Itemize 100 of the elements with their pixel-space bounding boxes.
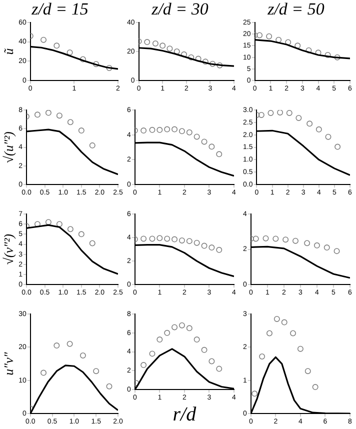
point (172, 126, 178, 132)
point (56, 221, 62, 228)
point (258, 112, 264, 118)
point (140, 362, 147, 368)
point (201, 242, 208, 249)
point (256, 32, 263, 38)
chart-title: z/d = 15 (30, 0, 88, 19)
point (78, 231, 84, 238)
point (80, 352, 86, 358)
point (312, 384, 318, 390)
point (314, 242, 320, 248)
point (208, 358, 215, 364)
point (156, 126, 163, 133)
point (164, 330, 170, 336)
point (274, 316, 280, 322)
point (144, 39, 150, 46)
point (172, 236, 178, 242)
point (166, 46, 173, 52)
point (156, 336, 163, 343)
point (285, 39, 292, 46)
point (181, 51, 188, 58)
point (201, 138, 208, 145)
point (304, 368, 311, 374)
point (40, 36, 47, 43)
point (324, 52, 331, 58)
point (174, 48, 180, 54)
point (262, 235, 269, 242)
point (210, 60, 216, 67)
point (194, 240, 200, 246)
point (149, 350, 156, 357)
point (89, 142, 96, 148)
point (304, 240, 310, 246)
point (216, 151, 222, 158)
point (67, 119, 74, 126)
point (178, 128, 185, 134)
point (216, 366, 222, 372)
point (45, 110, 52, 116)
point (202, 58, 208, 65)
point (54, 342, 60, 349)
point (66, 49, 73, 56)
point (106, 383, 112, 390)
point (164, 236, 170, 242)
point (164, 126, 170, 132)
point (216, 62, 223, 68)
point (292, 238, 298, 244)
point (149, 126, 156, 133)
point (186, 129, 192, 136)
point (186, 238, 192, 244)
point (194, 134, 200, 140)
point (160, 42, 166, 49)
point (40, 370, 47, 376)
point (252, 236, 259, 242)
point (306, 120, 313, 127)
point (266, 330, 272, 336)
point (152, 40, 158, 46)
point (178, 237, 185, 244)
point (156, 235, 163, 242)
point (78, 128, 84, 134)
point (140, 128, 147, 134)
point (34, 112, 40, 118)
point (324, 244, 330, 251)
point (297, 346, 304, 352)
point (290, 330, 296, 336)
point (106, 64, 112, 71)
chart-title: z/d = 30 (150, 0, 209, 19)
point (188, 54, 194, 60)
point (216, 246, 222, 253)
y-axis-title: ũ (1, 48, 16, 55)
point (277, 110, 284, 116)
point (316, 126, 322, 132)
point (276, 36, 282, 43)
point (281, 319, 288, 326)
point (201, 346, 208, 353)
point (259, 353, 266, 360)
point (194, 336, 200, 343)
point (282, 236, 289, 243)
point (67, 226, 74, 232)
y-axis-title: √(v″²) (1, 234, 16, 265)
point (178, 322, 185, 328)
point (89, 240, 96, 246)
point (56, 112, 62, 119)
point (186, 325, 192, 332)
point (294, 42, 301, 49)
point (334, 248, 340, 254)
point (149, 236, 156, 242)
x-axis-title: r/d (172, 403, 198, 426)
point (208, 244, 215, 251)
point (172, 324, 178, 330)
point (66, 340, 73, 347)
y-axis-title: √(u″²) (1, 131, 16, 164)
point (325, 134, 332, 140)
chart-title: z/d = 50 (266, 0, 325, 19)
point (208, 144, 215, 150)
point (286, 110, 292, 116)
y-axis-title: u″v″ (1, 352, 16, 376)
point (54, 42, 60, 49)
point (80, 56, 86, 62)
point (252, 390, 258, 397)
point (272, 236, 279, 242)
point (93, 368, 100, 374)
